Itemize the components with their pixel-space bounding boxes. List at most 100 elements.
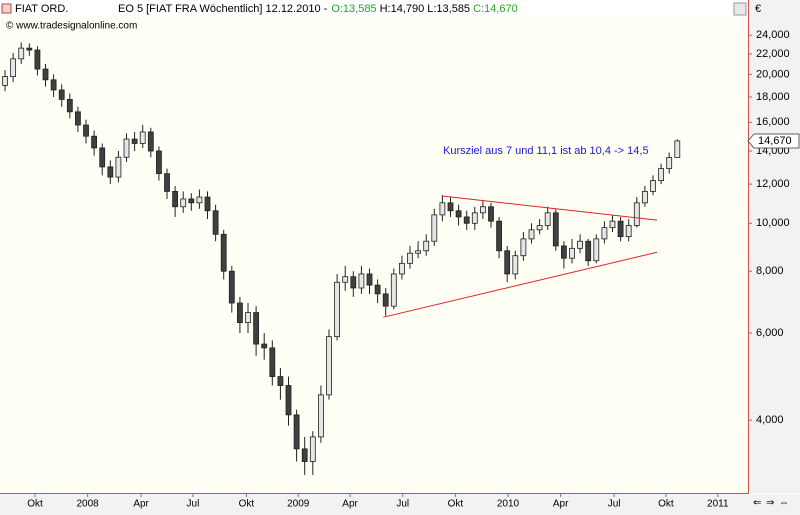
candle-body — [528, 229, 535, 240]
candle-body — [641, 191, 648, 204]
candle-body — [399, 262, 405, 275]
candle-body — [455, 210, 462, 218]
scroll-left[interactable]: ⇐ — [753, 498, 761, 509]
candle-body — [536, 225, 543, 231]
candle-body — [479, 206, 486, 214]
x-tick-label: 2008 — [77, 499, 100, 510]
candle-body — [131, 138, 138, 144]
candle-body — [666, 157, 673, 169]
x-tick-label: Apr — [133, 499, 149, 510]
candle-body — [91, 135, 98, 149]
close-label: C:14,670 — [473, 3, 518, 15]
candle-body — [512, 255, 519, 275]
last-price-label: 14,670 — [758, 135, 792, 147]
candle-body — [172, 191, 179, 208]
low-label: L:13,585 — [427, 3, 470, 15]
candle-body — [431, 214, 438, 242]
candle-body — [115, 156, 122, 178]
candle-body — [58, 89, 65, 100]
candle-body — [204, 196, 211, 212]
candle-body — [334, 281, 341, 338]
x-tick-label: Jul — [396, 499, 409, 510]
last-price-marker — [747, 133, 800, 149]
y-tick-label: 18,000 — [756, 91, 790, 103]
candle-body — [609, 220, 616, 229]
close-icon[interactable] — [1, 3, 12, 14]
candle-body — [269, 347, 276, 377]
candle-body — [26, 47, 33, 51]
y-tick-label: 8,000 — [756, 265, 784, 277]
candle-body — [463, 216, 470, 224]
x-tick-label: Okt — [27, 499, 43, 510]
candle-body — [228, 270, 235, 304]
candle-body — [504, 250, 511, 275]
candle-body — [309, 436, 316, 462]
source: © www.tradesignalonline.com — [6, 21, 137, 32]
x-tick-label: Apr — [342, 499, 358, 510]
candle-body — [496, 220, 502, 252]
candle-body — [34, 49, 41, 70]
candle-body — [107, 166, 114, 178]
candle-body — [407, 252, 413, 264]
x-tick-label: Apr — [553, 499, 569, 510]
candle-body — [139, 131, 146, 144]
candle-body — [196, 196, 203, 204]
plot-area — [0, 18, 748, 493]
candle-body — [147, 131, 154, 152]
x-tick-label: Okt — [658, 499, 674, 510]
candle-body — [674, 140, 681, 158]
candle-body — [577, 240, 583, 249]
candle-body — [66, 99, 73, 113]
candle-body — [560, 245, 567, 259]
x-tick-label: 2010 — [497, 499, 520, 510]
candle-body — [471, 212, 478, 224]
scroll-right[interactable]: ⇒ — [766, 498, 774, 509]
candle-body — [544, 212, 551, 226]
candle-body — [277, 376, 284, 386]
x-tick-label: Okt — [448, 499, 464, 510]
candle-body — [350, 276, 357, 289]
candle-body — [237, 302, 243, 323]
candle-body — [2, 76, 8, 86]
symbol: FIAT ORD. — [15, 3, 68, 15]
candle-body — [50, 79, 57, 91]
candle-body — [99, 147, 106, 168]
open-label: O:13,585 — [331, 3, 376, 15]
candle-body — [301, 448, 308, 462]
y-tick-label: 4,000 — [756, 414, 784, 426]
y-tick-label: 12,000 — [756, 178, 790, 190]
candle-body — [342, 276, 349, 283]
candle-body — [415, 250, 422, 254]
candle-body — [520, 238, 527, 257]
candle-body — [10, 58, 17, 77]
candle-body — [569, 247, 575, 259]
y-tick-label: 10,000 — [756, 217, 790, 229]
candle-body — [658, 168, 664, 181]
y-tick-label: 24,000 — [756, 29, 790, 41]
collapse-button[interactable] — [733, 2, 747, 16]
candle-body — [366, 273, 373, 286]
x-tick-label: Jul — [608, 499, 621, 510]
currency: € — [755, 3, 761, 15]
candle-body — [390, 273, 397, 307]
candle-body — [552, 212, 559, 247]
candle-body — [180, 198, 187, 208]
y-tick-label: 6,000 — [756, 327, 784, 339]
scroll-zoom[interactable]: ⇔ — [779, 498, 789, 509]
candle-body — [75, 111, 81, 126]
x-axis-panel — [0, 494, 800, 515]
x-tick-label: Okt — [239, 499, 255, 510]
candle-body — [382, 293, 389, 307]
candle-body — [42, 68, 49, 81]
candle-body — [358, 273, 365, 289]
trendline — [383, 251, 658, 318]
info: EO 5 [FIAT FRA Wöchentlich] 12.12.2010 - — [118, 3, 328, 15]
candle-body — [245, 312, 251, 323]
candle-body — [156, 150, 162, 175]
y-axis-panel — [749, 0, 800, 493]
candle-body — [188, 198, 195, 204]
candle-body — [83, 124, 89, 137]
candle-body — [318, 394, 324, 438]
